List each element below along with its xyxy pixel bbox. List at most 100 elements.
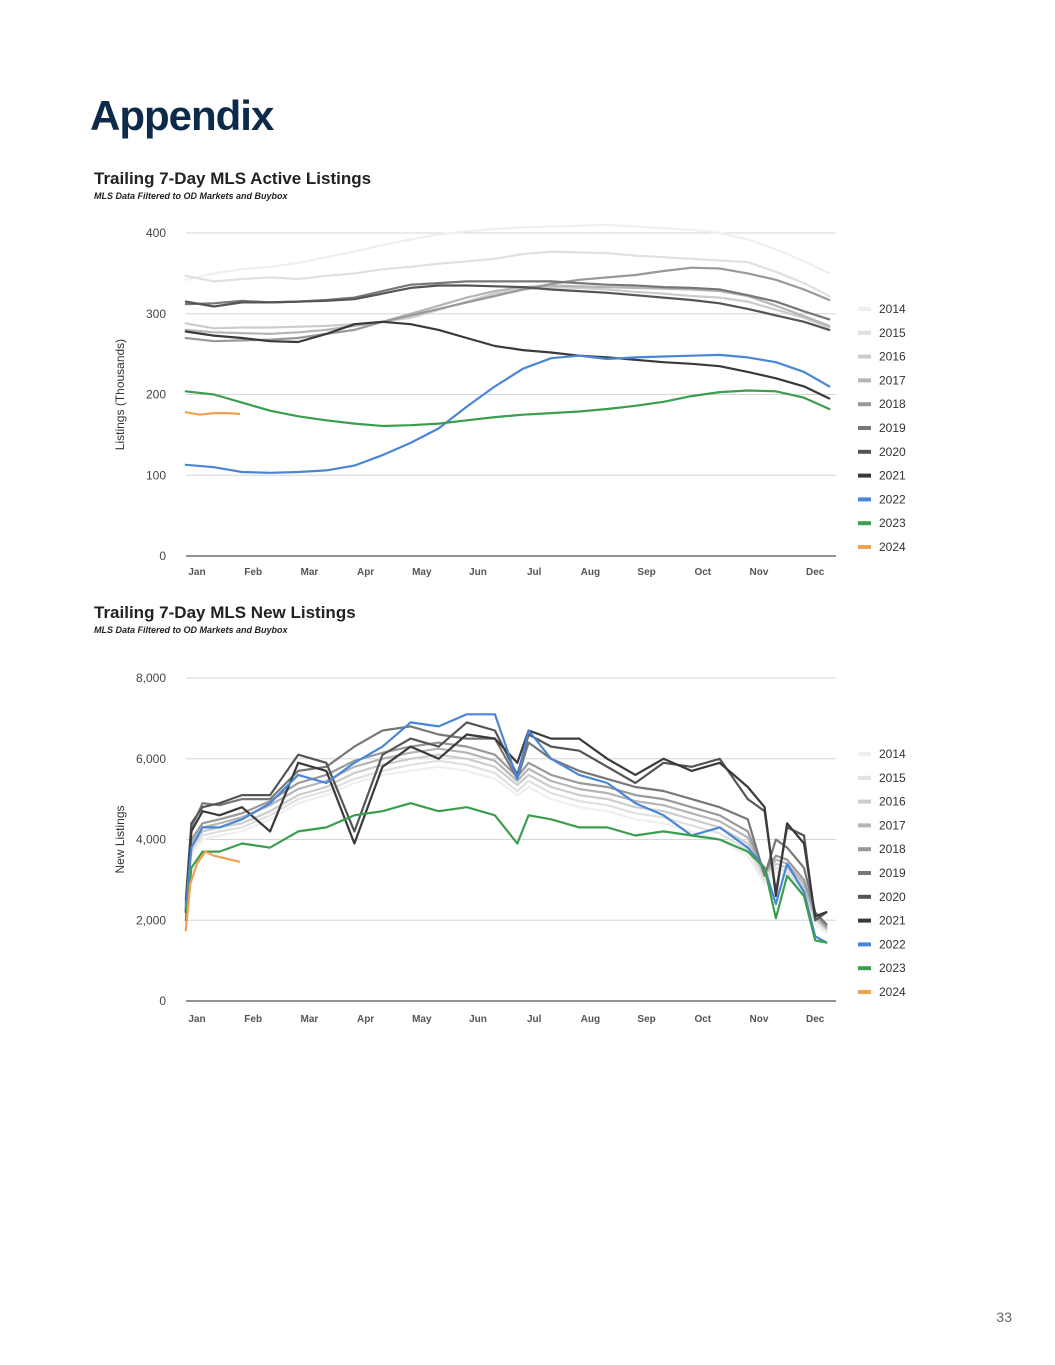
legend-swatch-2014 [858, 752, 871, 756]
x-tick-label: Oct [694, 1014, 711, 1025]
legend-label: 2021 [879, 914, 906, 928]
series-line-2021 [184, 729, 828, 918]
legend-label: 2018 [879, 842, 906, 856]
x-tick-label: Mar [301, 1014, 319, 1025]
y-tick-label: 300 [146, 307, 166, 321]
legend-swatch-2018 [858, 847, 871, 852]
legend-swatch-2018 [858, 402, 871, 407]
legend-label: 2015 [879, 771, 906, 785]
legend-swatch-2019 [858, 871, 871, 875]
legend-label: 2022 [879, 937, 906, 951]
legend-swatch-2016 [858, 354, 871, 359]
series-line-2017 [184, 284, 831, 335]
x-tick-label: Jun [469, 567, 487, 578]
page-number: 33 [996, 1309, 1012, 1325]
series-line-2018 [184, 266, 831, 343]
legend-label: 2023 [879, 961, 906, 975]
series-line-2023 [184, 389, 831, 428]
series-line-2022 [184, 353, 831, 474]
legend-label: 2016 [879, 795, 906, 809]
x-tick-label: Feb [244, 567, 262, 578]
legend-label: 2024 [879, 540, 906, 554]
legend-swatch-2020 [858, 894, 871, 899]
chart-subtitle: MLS Data Filtered to OD Markets and Buyb… [94, 191, 288, 201]
active-listings-plot: 0 100 200 300 400 Jan Feb Mar Apr May Jun Jul Aug Sep… [113, 223, 906, 578]
y-tick-label: 0 [159, 549, 166, 563]
y-tick-label: 0 [159, 994, 166, 1008]
active-listings-chart: Trailing 7-Day MLS Active Listings MLS D… [0, 169, 1055, 589]
series-line-2024 [184, 850, 241, 932]
y-tick-label: 8,000 [136, 671, 166, 685]
chart-subtitle: MLS Data Filtered to OD Markets and Buyb… [94, 625, 288, 635]
legend-swatch-2014 [858, 307, 871, 311]
new-listings-chart: Trailing 7-Day MLS New Listings MLS Data… [0, 603, 1055, 1033]
legend-swatch-2015 [858, 775, 871, 780]
legend-swatch-2023 [858, 521, 871, 526]
x-tick-label: Nov [750, 567, 769, 578]
series-line-2023 [184, 802, 828, 944]
legend-swatch-2015 [858, 330, 871, 335]
legend-label: 2016 [879, 350, 906, 364]
series-line-2015 [184, 250, 831, 298]
legend-swatch-2017 [858, 378, 871, 383]
x-tick-label: Aug [581, 1014, 600, 1025]
series-line-2014 [184, 765, 828, 934]
legend-label: 2024 [879, 985, 906, 999]
legend-label: 2021 [879, 469, 906, 483]
x-tick-label: Apr [357, 567, 374, 578]
legend-label: 2014 [879, 302, 906, 316]
x-tick-label: Mar [301, 567, 319, 578]
x-tick-label: Jul [527, 1014, 542, 1025]
chart-title: Trailing 7-Day MLS New Listings [94, 603, 356, 622]
x-tick-label: Dec [806, 567, 825, 578]
x-tick-label: Jan [188, 567, 205, 578]
legend-label: 2020 [879, 890, 906, 904]
legend-label: 2014 [879, 747, 906, 761]
x-tick-label: Dec [806, 1014, 825, 1025]
y-tick-label: 200 [146, 388, 166, 402]
y-axis-title: New Listings [113, 805, 127, 873]
x-tick-label: Nov [750, 1014, 769, 1025]
y-axis-title: Listings (Thousands) [113, 339, 127, 450]
legend-label: 2017 [879, 818, 906, 832]
y-tick-label: 400 [146, 226, 166, 240]
legend-label: 2022 [879, 492, 906, 506]
y-tick-label: 2,000 [136, 913, 166, 927]
legend-swatch-2021 [858, 918, 871, 923]
x-tick-label: Sep [637, 1014, 655, 1025]
legend-swatch-2023 [858, 966, 871, 971]
legend-label: 2018 [879, 397, 906, 411]
legend-swatch-2019 [858, 426, 871, 430]
y-tick-label: 100 [146, 468, 166, 482]
x-tick-label: Feb [244, 1014, 262, 1025]
y-tick-label: 6,000 [136, 752, 166, 766]
series-line-2014 [184, 223, 831, 281]
x-tick-label: Sep [637, 567, 655, 578]
x-tick-label: May [412, 1014, 432, 1025]
y-tick-label: 4,000 [136, 833, 166, 847]
x-tick-label: Aug [581, 567, 600, 578]
chart-title: Trailing 7-Day MLS Active Listings [94, 169, 372, 188]
legend-label: 2023 [879, 516, 906, 530]
legend-swatch-2021 [858, 473, 871, 478]
x-tick-label: Jul [527, 567, 542, 578]
series-line-2024 [184, 411, 241, 416]
legend-swatch-2016 [858, 799, 871, 804]
legend-label: 2020 [879, 445, 906, 459]
x-tick-label: Jun [469, 1014, 487, 1025]
x-tick-label: May [412, 567, 432, 578]
x-tick-label: Oct [694, 567, 711, 578]
series-line-2020 [184, 284, 831, 331]
legend-label: 2019 [879, 866, 906, 880]
new-listings-plot: 0 2,000 4,000 6,000 8,000 Jan Feb Mar Apr May Jun J… [113, 671, 906, 1025]
legend-swatch-2017 [858, 823, 871, 828]
series-line-2019 [184, 725, 828, 926]
x-tick-label: Apr [357, 1014, 374, 1025]
legend-swatch-2022 [858, 942, 871, 947]
legend-swatch-2024 [858, 545, 871, 549]
legend-label: 2017 [879, 373, 906, 387]
series-line-2016 [184, 285, 831, 330]
legend-label: 2019 [879, 421, 906, 435]
series-line-2021 [184, 320, 831, 400]
legend-swatch-2024 [858, 990, 871, 994]
